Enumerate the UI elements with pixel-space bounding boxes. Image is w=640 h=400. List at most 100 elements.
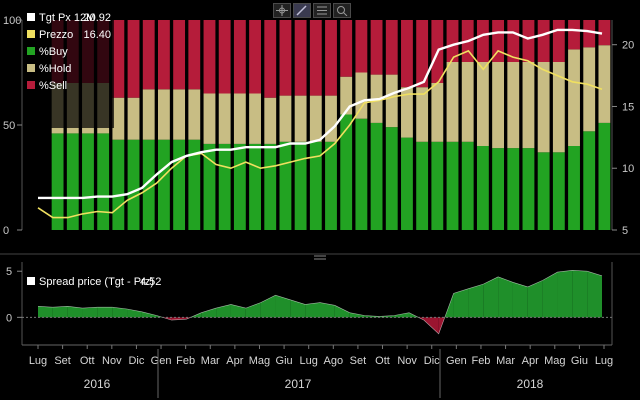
month-label: Nov <box>102 355 122 367</box>
bar-hold <box>249 93 261 144</box>
legend-label: Tgt Px 12M <box>39 12 95 24</box>
month-label: Ott <box>80 355 95 367</box>
spread-area-positive <box>290 299 306 318</box>
spread-area-positive <box>230 304 246 318</box>
price-tick-label: 10 <box>622 163 634 175</box>
bar-sell <box>492 20 505 62</box>
spread-area-positive <box>527 280 543 318</box>
bar-buy <box>598 122 611 230</box>
bar-buy <box>537 152 550 230</box>
month-label: Ott <box>375 355 390 367</box>
spread-area-positive <box>52 306 68 318</box>
spread-area-positive <box>453 288 469 318</box>
spread-area-positive <box>468 284 484 318</box>
x-axis: Lug Set Ott Nov Dic Gen Feb Mar Apr Mag Giu Lug Ago S… <box>22 344 613 398</box>
bar-buy <box>279 141 292 230</box>
bar-hold <box>568 49 580 146</box>
bar-hold <box>112 97 125 140</box>
month-label: Set <box>54 355 71 367</box>
price-tick-label: 15 <box>622 101 634 113</box>
bar-sell <box>552 20 565 62</box>
spread-area-positive <box>542 272 558 318</box>
ratings-tick-label: 0 <box>3 225 9 237</box>
price-lines <box>37 28 603 219</box>
bar-sell <box>416 20 429 88</box>
bar-hold <box>522 62 535 149</box>
month-label: Nov <box>397 355 417 367</box>
legend-value: 20.92 <box>83 12 111 24</box>
bar-sell <box>401 20 413 88</box>
legend-swatch <box>27 81 35 89</box>
bar-buy <box>51 133 64 230</box>
bar-buy <box>188 139 201 230</box>
spread-area-positive <box>275 295 291 318</box>
axes: 0 50 100 5 10 15 20 <box>3 15 634 237</box>
bar-sell <box>522 20 535 62</box>
spread-area-positive <box>38 306 53 318</box>
bar-hold <box>264 97 277 144</box>
legend-value: 16.40 <box>83 29 111 41</box>
spread-area-positive <box>349 312 365 318</box>
bar-buy <box>325 141 337 230</box>
spread-area-positive <box>572 270 588 318</box>
legend-swatch <box>27 47 35 55</box>
month-label: Feb <box>471 355 490 367</box>
price-tick-label: 20 <box>622 40 634 52</box>
bar-buy <box>309 141 322 230</box>
bar-buy <box>66 133 79 230</box>
spread-area-positive <box>334 305 350 318</box>
bar-sell <box>142 20 155 90</box>
target-price-line <box>38 28 603 200</box>
bar-hold <box>431 83 444 142</box>
spread-legend-label: Spread price (Tgt - Prz) <box>39 276 154 288</box>
bar-hold <box>385 74 398 128</box>
bar-hold <box>492 62 505 149</box>
bar-hold <box>552 62 565 153</box>
bar-buy <box>112 139 125 230</box>
bar-buy <box>492 148 505 230</box>
bar-hold <box>218 93 231 144</box>
bar-buy <box>355 118 368 230</box>
bar-buy <box>340 114 353 230</box>
month-label: Feb <box>176 355 195 367</box>
spread-panel: 0 5 Spread price (Tgt - Prz)4.52 <box>6 262 613 345</box>
year-label: 2017 <box>285 377 312 391</box>
pencil-icon[interactable] <box>293 3 311 18</box>
spread-area-positive <box>305 302 320 318</box>
bar-buy <box>203 143 216 230</box>
bar-sell <box>309 20 322 96</box>
bar-buy <box>461 141 474 230</box>
spread-area-positive <box>260 295 276 318</box>
bar-hold <box>142 89 155 140</box>
month-label: Ago <box>324 355 344 367</box>
bar-sell <box>370 20 383 75</box>
bar-buy <box>552 152 565 230</box>
bar-hold <box>325 95 337 142</box>
crosshair-icon[interactable] <box>273 3 291 18</box>
bar-buy <box>431 141 444 230</box>
spread-area-positive <box>97 307 113 318</box>
bar-buy <box>233 143 246 230</box>
spread-area-positive <box>557 270 573 318</box>
month-label: Lug <box>29 355 47 367</box>
spread-tick-label: 0 <box>6 312 12 324</box>
spread-area-positive <box>67 306 83 318</box>
bar-buy <box>476 146 489 230</box>
month-label: Gen <box>446 355 467 367</box>
legend-swatch <box>27 64 35 72</box>
bar-sell <box>264 20 277 98</box>
legend-label: Prezzo <box>39 29 73 41</box>
bar-sell <box>188 20 201 90</box>
zoom-icon[interactable] <box>333 3 351 18</box>
bar-buy <box>294 141 307 230</box>
bar-hold <box>157 89 170 140</box>
bar-sell <box>218 20 231 94</box>
spread-legend-swatch <box>27 277 35 285</box>
legend-panel <box>24 12 114 128</box>
list-icon[interactable] <box>313 3 331 18</box>
bar-buy <box>157 139 170 230</box>
bar-buy <box>385 127 398 230</box>
bar-buy <box>97 133 110 230</box>
month-label: Giu <box>571 355 588 367</box>
